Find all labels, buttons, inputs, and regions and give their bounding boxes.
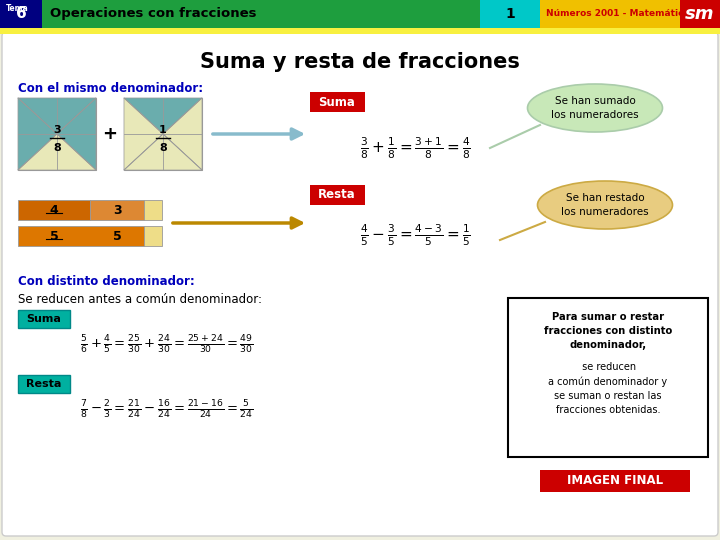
Polygon shape bbox=[18, 134, 96, 170]
Text: 3: 3 bbox=[113, 204, 121, 217]
Text: Suma: Suma bbox=[27, 314, 61, 324]
Text: Con el mismo denominador:: Con el mismo denominador: bbox=[18, 82, 203, 95]
Text: Se reducen antes a común denominador:: Se reducen antes a común denominador: bbox=[18, 293, 262, 306]
Text: IMAGEN FINAL: IMAGEN FINAL bbox=[567, 475, 663, 488]
Text: Para sumar o restar
fracciones con distinto
denominador,: Para sumar o restar fracciones con disti… bbox=[544, 312, 672, 350]
Bar bbox=[18, 375, 70, 393]
Text: Resta: Resta bbox=[27, 379, 62, 389]
Bar bbox=[680, 0, 720, 28]
Polygon shape bbox=[124, 98, 163, 170]
Polygon shape bbox=[124, 98, 202, 134]
Polygon shape bbox=[18, 98, 96, 134]
Text: 8: 8 bbox=[159, 143, 167, 153]
Bar bbox=[90, 200, 144, 220]
Bar bbox=[18, 226, 144, 246]
Text: $\frac{5}{6}+\frac{4}{5}=\frac{25}{30}+\frac{24}{30}=\frac{25+24}{30}=\frac{49}{: $\frac{5}{6}+\frac{4}{5}=\frac{25}{30}+\… bbox=[80, 334, 253, 356]
Bar bbox=[480, 0, 540, 28]
Text: Resta: Resta bbox=[318, 188, 356, 201]
Text: 8: 8 bbox=[53, 143, 61, 153]
Bar bbox=[18, 98, 96, 170]
Text: se reducen
a común denominador y
se suman o restan las
fracciones obtenidas.: se reducen a común denominador y se suma… bbox=[549, 362, 667, 415]
Text: 1: 1 bbox=[505, 7, 515, 21]
Bar bbox=[0, 28, 720, 34]
Polygon shape bbox=[163, 98, 202, 170]
Text: 1: 1 bbox=[159, 125, 167, 135]
Bar bbox=[0, 0, 42, 28]
FancyBboxPatch shape bbox=[2, 32, 718, 536]
Bar bbox=[124, 98, 202, 170]
Text: +: + bbox=[102, 125, 117, 143]
Polygon shape bbox=[124, 134, 202, 170]
Ellipse shape bbox=[528, 84, 662, 132]
Bar bbox=[310, 185, 365, 205]
Text: 5: 5 bbox=[50, 230, 58, 242]
Text: Suma: Suma bbox=[318, 96, 356, 109]
Text: sm: sm bbox=[685, 5, 715, 23]
Ellipse shape bbox=[538, 181, 672, 229]
Text: $\frac{4}{5}-\frac{3}{5}=\frac{4-3}{5}=\frac{1}{5}$: $\frac{4}{5}-\frac{3}{5}=\frac{4-3}{5}=\… bbox=[360, 222, 471, 248]
Text: Suma y resta de fracciones: Suma y resta de fracciones bbox=[200, 52, 520, 72]
Text: 6: 6 bbox=[16, 6, 27, 21]
Text: 4: 4 bbox=[50, 204, 58, 217]
Bar bbox=[540, 470, 690, 492]
Text: $\frac{7}{8}-\frac{2}{3}=\frac{21}{24}-\frac{16}{24}=\frac{21-16}{24}=\frac{5}{2: $\frac{7}{8}-\frac{2}{3}=\frac{21}{24}-\… bbox=[80, 399, 253, 421]
Bar bbox=[0, 0, 480, 28]
Text: Números 2001 - Matemáticas 1º ESO: Números 2001 - Matemáticas 1º ESO bbox=[546, 10, 720, 18]
Text: 3: 3 bbox=[53, 125, 60, 135]
Bar bbox=[18, 200, 90, 220]
Text: Operaciones con fracciones: Operaciones con fracciones bbox=[50, 8, 256, 21]
Polygon shape bbox=[18, 98, 57, 170]
Text: $\frac{3}{8}+\frac{1}{8}=\frac{3+1}{8}=\frac{4}{8}$: $\frac{3}{8}+\frac{1}{8}=\frac{3+1}{8}=\… bbox=[360, 135, 471, 161]
Text: Con distinto denominador:: Con distinto denominador: bbox=[18, 275, 194, 288]
Bar bbox=[540, 0, 680, 28]
Text: Se han restado
los numeradores: Se han restado los numeradores bbox=[561, 193, 649, 217]
Bar bbox=[144, 226, 162, 246]
FancyBboxPatch shape bbox=[508, 298, 708, 457]
Polygon shape bbox=[57, 98, 96, 170]
Bar bbox=[18, 310, 70, 328]
Bar bbox=[144, 200, 162, 220]
Text: Tema: Tema bbox=[6, 4, 29, 13]
Text: 5: 5 bbox=[112, 230, 122, 242]
Bar bbox=[310, 92, 365, 112]
Text: Se han sumado
los numeradores: Se han sumado los numeradores bbox=[552, 97, 639, 119]
